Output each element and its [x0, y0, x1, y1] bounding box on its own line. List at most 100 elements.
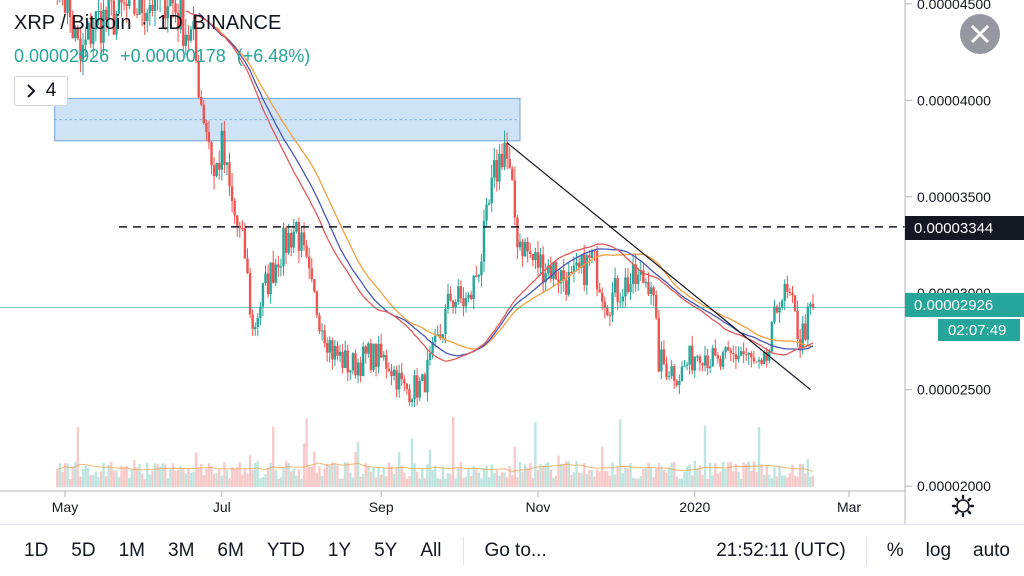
indicators-toggle-button[interactable]: 4: [14, 76, 68, 106]
candle-body: [570, 271, 573, 273]
timeframe-6m[interactable]: 6M: [217, 539, 244, 561]
volume-bar: [665, 472, 668, 487]
candle-body: [274, 264, 277, 283]
volume-bar: [56, 469, 59, 487]
quote-line: 0.00002926 +0.00000178 (+6.48%): [14, 46, 316, 67]
auto-scale-toggle[interactable]: auto: [973, 539, 1010, 561]
header-separator: ·: [141, 12, 148, 34]
timeframe-1d[interactable]: 1D: [24, 539, 49, 561]
candle-body: [218, 163, 221, 170]
volume-bar: [89, 474, 92, 487]
candle-body: [562, 270, 565, 281]
candle-body: [287, 233, 290, 253]
percent-scale-toggle[interactable]: %: [886, 539, 904, 561]
price-chart[interactable]: 0.000045000.000040000.000035000.00003000…: [0, 0, 1024, 524]
volume-bar: [562, 463, 565, 487]
time-tick-label: Jul: [213, 499, 231, 515]
candle-body: [76, 27, 80, 39]
timeframe-all[interactable]: All: [420, 539, 442, 561]
volume-bar: [269, 462, 272, 487]
price-tick-label: 0.00003500: [917, 189, 991, 205]
volume-bars: [56, 416, 815, 487]
volume-bar: [477, 472, 481, 487]
candle-body: [138, 0, 141, 15]
time-axis[interactable]: May Jul Sep Nov 2020 Mar: [52, 491, 862, 515]
close-button[interactable]: [960, 14, 1000, 54]
candle-body: [742, 351, 745, 355]
candle-body: [477, 275, 481, 277]
volume-bar: [521, 471, 524, 487]
volume-bar: [541, 466, 545, 487]
candle-body: [295, 222, 298, 232]
volume-bar: [117, 477, 121, 487]
volume-bar: [413, 463, 416, 487]
gear-icon[interactable]: [951, 494, 975, 518]
timeframe-1y[interactable]: 1Y: [327, 539, 352, 561]
volume-bar: [192, 471, 195, 487]
volume-bar: [775, 476, 779, 487]
volume-bar: [467, 467, 470, 487]
candle-body: [475, 275, 478, 277]
volume-bar: [493, 473, 496, 487]
candle-body: [791, 292, 794, 296]
candle-body: [97, 11, 100, 13]
candle-body: [608, 315, 612, 317]
goto-button[interactable]: Go to...: [484, 539, 547, 561]
candle-body: [693, 356, 696, 371]
candle-body: [187, 34, 190, 41]
timeframe-1m[interactable]: 1M: [118, 539, 145, 561]
candle-body: [354, 353, 357, 376]
price-axis-bg: [905, 0, 1024, 524]
candle-body: [212, 165, 216, 177]
volume-bar: [786, 477, 789, 487]
timeframe-3m[interactable]: 3M: [168, 539, 195, 561]
volume-bar: [747, 461, 750, 487]
candle-body: [714, 348, 717, 356]
candle-body: [99, 11, 103, 43]
volume-bar: [464, 476, 468, 487]
candle-body: [459, 286, 463, 299]
utc-clock[interactable]: 21:52:11 (UTC): [716, 539, 846, 561]
candle-body: [505, 142, 509, 159]
volume-bar: [99, 471, 103, 487]
volume-bar: [765, 466, 768, 487]
timeframe-5d[interactable]: 5D: [71, 539, 96, 561]
candle-body: [469, 294, 473, 299]
candle-body: [652, 287, 655, 295]
volume-bar: [66, 463, 69, 487]
candle-body: [621, 296, 624, 302]
volume-bar: [487, 477, 491, 487]
timeframe-ytd[interactable]: YTD: [266, 539, 305, 561]
price-tick-label: 0.00002000: [917, 478, 991, 494]
trendline[interactable]: [506, 142, 811, 391]
candle-body: [580, 254, 583, 268]
volume-bar: [349, 472, 352, 487]
candle-body: [356, 362, 360, 376]
candle-body: [89, 22, 92, 44]
volume-bar: [678, 478, 681, 487]
time-tick-label: Nov: [526, 499, 551, 515]
volume-bar: [698, 465, 702, 487]
timeframe-5y[interactable]: 5Y: [374, 539, 398, 561]
time-tick-label: 2020: [679, 499, 710, 515]
volume-bar: [148, 474, 152, 487]
resistance-zone[interactable]: [54, 97, 521, 142]
log-scale-toggle[interactable]: log: [925, 539, 952, 561]
symbol-header[interactable]: XRP / Bitcoin · 1D BINANCE: [14, 12, 285, 35]
candle-body: [148, 4, 152, 13]
candle-body: [788, 291, 792, 293]
candle-body: [724, 347, 727, 353]
candle-body: [128, 0, 131, 7]
candle-body: [498, 153, 501, 182]
candle-body: [647, 281, 650, 295]
volume-bar: [444, 478, 447, 487]
candle-body: [392, 369, 396, 376]
volume-bar: [115, 470, 118, 487]
volume-bar: [598, 471, 601, 487]
volume-bar: [575, 461, 578, 487]
volume-bar: [179, 466, 182, 487]
volume-bar: [631, 477, 635, 487]
volume-bar: [104, 476, 108, 487]
volume-bar: [315, 472, 319, 487]
volume-bar: [156, 464, 159, 487]
